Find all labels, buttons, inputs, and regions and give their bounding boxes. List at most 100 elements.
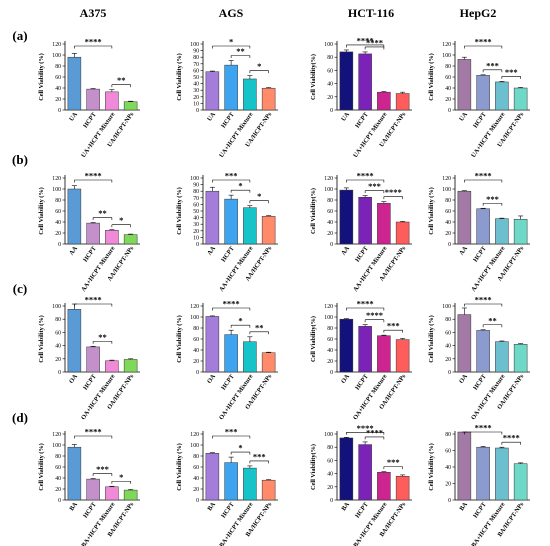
- panel-b-ags-bar-aa-hcpt-mixture: [243, 207, 257, 245]
- panel-b-hepg2-y-tick-label: 0: [448, 242, 451, 248]
- panel-a-ags-y-tick-label: 70: [193, 62, 199, 68]
- panel-a-hct-116-y-tick-label: 80: [327, 55, 333, 61]
- panel-c-ags-y-tick-label: 40: [193, 348, 199, 354]
- panel-a-hepg2-bar-ua-hcpt-mixture: [495, 81, 509, 111]
- panel-a-hepg2-bar-hcpt: [476, 75, 490, 111]
- panel-d-hepg2-y-tick-label: 60: [445, 449, 451, 455]
- panel-b-a375-category-label: AA+HCPT Mixture: [80, 245, 117, 293]
- panel-b-a375-y-tick-label: 20: [55, 231, 61, 237]
- panel-a-hct-116-bar-ua-hcpt-mixture: [377, 91, 391, 111]
- panel-d-ags-significance-label: ***: [225, 427, 238, 437]
- panel-a-hct-116-category-label: UA: [340, 111, 351, 123]
- panel-c-ags-y-tick-label: 0: [196, 370, 199, 376]
- panel-c-ags-bar-oa-hcpt-nps: [261, 352, 276, 373]
- panel-d-a375-significance-label: ***: [96, 464, 109, 474]
- panel-a-ags-category-label: UA+HCPT Mixture: [218, 111, 255, 159]
- panel-c-hepg2-significance-label: ****: [475, 295, 492, 305]
- panel-a-ags-y-tick-label: 50: [193, 75, 199, 81]
- panel-c-ags-category-label: HCPT: [220, 372, 236, 391]
- panel-c-a375-y-tick-label: 60: [55, 330, 61, 336]
- panel-c-a375-y-tick-label: 0: [58, 370, 61, 376]
- panel-b-hepg2-bar-aa: [457, 190, 472, 245]
- panel-b-hct-116-category-label: AA+HCPT Mixture: [352, 245, 389, 293]
- panel-a-hct-116-y-tick-label: 60: [327, 68, 333, 74]
- panel-d-ags-bar-ba-hcpt-mixture: [243, 467, 257, 501]
- panel-b-hepg2-bar-aa-hcpt-nps: [513, 219, 528, 245]
- row-label-d: (d): [12, 410, 28, 425]
- panel-c-ags-bar-oa: [205, 316, 220, 373]
- panel-b-a375-category-label: HCPT: [82, 244, 98, 263]
- panel-d-ags: Cell Viability (%) 0 20 40 60 80 100 120 BA HCPTB…: [176, 427, 278, 546]
- panel-a-a375-bar-ua: [67, 56, 82, 111]
- panel-d-a375-category-label: HCPT: [82, 500, 98, 519]
- panel-c-a375-y-axis-label: Cell Viability (%): [38, 315, 45, 363]
- panel-c-ags-y-axis-label: Cell Viability (%): [176, 315, 183, 363]
- panel-b-ags-y-axis-label: Cell Viability (%): [176, 187, 183, 235]
- panel-c-hct-116: Cell Viability(%) 0 20 40 60 80 100 120 OA HCPTOA…: [310, 299, 412, 421]
- panel-d-hepg2-bar-ba-hcpt-mixture: [495, 447, 509, 501]
- panel-c-hepg2-significance-label: **: [488, 315, 497, 325]
- panel-a-hct-116-significance-label: ****: [357, 35, 374, 45]
- panel-c-ags: Cell Viability (%) 0 20 40 60 80 100 120 OA HCPTO…: [176, 299, 278, 421]
- panel-d-hepg2-bar-ba: [457, 431, 472, 501]
- panel-a-ags-y-tick-label: 90: [193, 49, 199, 55]
- panel-c-a375-significance-label: **: [98, 332, 107, 342]
- panel-c-a375-bar-oa-hcpt-nps: [123, 359, 138, 373]
- panel-c-hepg2-y-tick-label: 60: [445, 330, 451, 336]
- panel-d-ags-y-tick-label: 100: [190, 443, 199, 449]
- panel-a-hepg2-y-tick-label: 120: [442, 42, 451, 48]
- panel-a-ags-significance-label: *: [257, 61, 261, 71]
- panel-d-hepg2-y-axis-label: Cell Viability (%): [428, 443, 435, 491]
- panel-b-ags-bar-hcpt: [224, 198, 238, 245]
- panel-d-a375-category-label: BA+HCPT Mixture: [80, 501, 116, 546]
- panel-b-hct-116-y-tick-label: 80: [327, 198, 333, 204]
- panel-c-hct-116-category-label: OA: [340, 373, 351, 385]
- panel-a-a375-category-label: HCPT: [82, 110, 98, 129]
- panel-b-hct-116-y-tick-label: 0: [330, 242, 333, 248]
- panel-a-a375-significance-label: **: [117, 75, 126, 85]
- panel-d-hct-116-y-tick-label: 80: [327, 445, 333, 451]
- panel-c-hct-116-bar-oa-hcpt-nps: [395, 339, 410, 373]
- panel-b-ags-y-tick-label: 60: [193, 202, 199, 208]
- panel-d-hct-116-y-tick-label: 60: [327, 458, 333, 464]
- panel-d-hepg2-significance-label: ****: [475, 423, 492, 433]
- panel-d-hct-116-y-axis-label: Cell Viability(%): [310, 444, 317, 490]
- panel-c-hct-116-category-label: OA+HCPT Mixture: [352, 373, 389, 421]
- column-header-a375: A375: [80, 6, 107, 20]
- panel-b-hct-116-y-tick-label: 20: [327, 231, 333, 237]
- panel-d-a375-y-tick-label: 120: [52, 432, 61, 438]
- panel-c-a375-bar-oa-hcpt-mixture: [105, 360, 119, 373]
- panel-a-ags-y-tick-label: 40: [193, 82, 199, 88]
- panel-d-ags-y-tick-label: 60: [193, 465, 199, 471]
- panel-c-hepg2-category-label: HCPT: [472, 372, 488, 391]
- panel-b-hepg2-y-axis-label: Cell Viability (%): [428, 187, 435, 235]
- panel-b-ags-significance-label: *: [238, 181, 242, 191]
- panel-c-hct-116-y-tick-label: 120: [324, 304, 333, 310]
- panel-a-a375-y-tick-label: 60: [55, 75, 61, 81]
- panel-d-a375-significance-label: *: [119, 472, 123, 482]
- panel-a-a375-y-tick-label: 20: [55, 97, 61, 103]
- panel-c-a375-y-tick-label: 40: [55, 344, 61, 350]
- panel-d-hct-116-bar-ba-hcpt-mixture: [377, 472, 391, 501]
- panel-a-hepg2-bar-ua: [457, 59, 472, 111]
- panel-c-ags-bar-hcpt: [224, 334, 238, 373]
- panel-d-ags-y-axis-label: Cell Viability (%): [176, 443, 183, 491]
- panel-d-a375-bar-ba: [67, 446, 82, 501]
- panel-c-ags-bar-oa-hcpt-mixture: [243, 341, 257, 373]
- panel-a-ags-y-tick-label: 20: [193, 95, 199, 101]
- panel-d-a375-y-tick-label: 0: [58, 498, 61, 504]
- panel-b-a375-category-label: AA: [68, 245, 79, 257]
- row-label-b: (b): [12, 152, 28, 167]
- panel-b-ags: Cell Viability (%) 0102030405060708090100…: [176, 171, 278, 293]
- panel-a-ags-y-axis-label: Cell Viability (%): [176, 53, 183, 101]
- panel-a-hepg2-y-tick-label: 100: [442, 53, 451, 59]
- panel-c-hepg2: Cell Viability (%) 0 20 40 60 80 100 OA HCPTOA+H…: [428, 295, 530, 421]
- panel-c-hepg2-y-tick-label: 20: [445, 357, 451, 363]
- panel-d-hepg2-bar-ba-hcpt-nps: [513, 463, 528, 501]
- panel-c-ags-y-tick-label: 20: [193, 359, 199, 365]
- panel-c-a375-y-tick-label: 80: [55, 317, 61, 323]
- panel-a-hepg2-significance-label: ****: [475, 37, 492, 47]
- panel-c-hct-116-y-tick-label: 20: [327, 359, 333, 365]
- panel-c-a375-y-tick-label: 20: [55, 357, 61, 363]
